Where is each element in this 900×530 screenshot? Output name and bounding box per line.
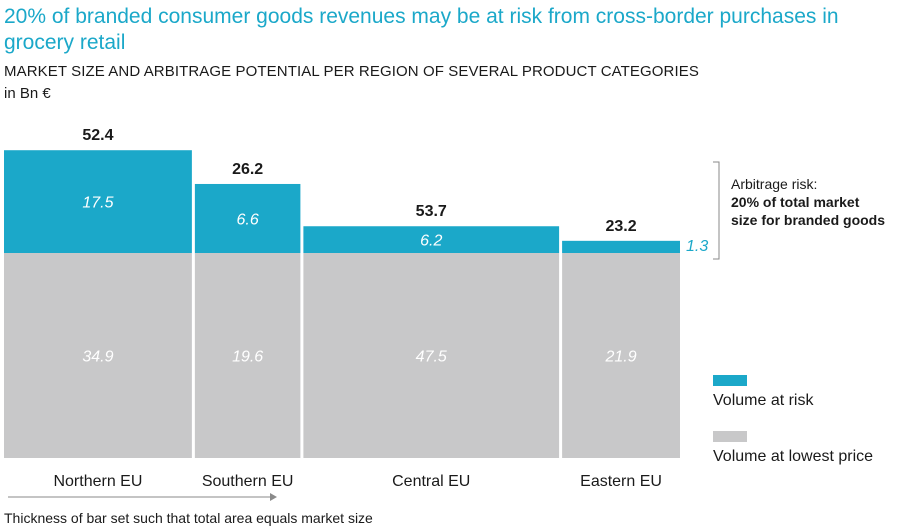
- chart-title: 20% of branded consumer goods revenues m…: [4, 5, 839, 54]
- lowest-price-value-label: 47.5: [416, 349, 447, 366]
- chart-units: in Bn €: [4, 85, 51, 102]
- bar-lowest-price-segment: [303, 253, 560, 458]
- total-value-label: 52.4: [82, 127, 113, 144]
- legend-label-at-risk: Volume at risk: [713, 392, 814, 409]
- annotation-line-3: size for branded goods: [731, 212, 885, 228]
- at-risk-value-label: 6.2: [420, 233, 442, 250]
- chart-footnote: Thickness of bar set such that total are…: [4, 510, 373, 526]
- at-risk-value-label: 1.3: [686, 238, 708, 255]
- width-axis-arrow-head: [270, 493, 277, 501]
- lowest-price-value-label: 21.9: [604, 349, 636, 366]
- bar-at-risk-segment: [562, 240, 680, 253]
- category-label: Central EU: [392, 473, 470, 490]
- total-value-label: 26.2: [232, 161, 263, 178]
- bar-lowest-price-segment: [4, 253, 192, 458]
- at-risk-value-label: 17.5: [82, 195, 113, 212]
- annotation-line-1: Arbitrage risk:: [731, 176, 817, 192]
- chart-subtitle: MARKET SIZE AND ARBITRAGE POTENTIAL PER …: [4, 63, 699, 80]
- total-value-label: 23.2: [605, 218, 636, 235]
- bar-at-risk-segment: [4, 150, 192, 253]
- legend-swatch-at-risk: [713, 375, 747, 386]
- lowest-price-value-label: 19.6: [232, 349, 263, 366]
- bar-at-risk-segment: [194, 183, 301, 253]
- annotation-line-2: 20% of total market: [731, 194, 860, 210]
- category-label: Northern EU: [53, 473, 142, 490]
- bar-lowest-price-segment: [562, 253, 680, 458]
- category-label: Eastern EU: [580, 473, 662, 490]
- bar-at-risk-segment: [303, 226, 560, 253]
- lowest-price-value-label: 34.9: [82, 349, 113, 366]
- total-value-label: 53.7: [416, 203, 447, 220]
- bar-lowest-price-segment: [194, 253, 301, 458]
- legend-swatch-lowest-price: [713, 431, 747, 442]
- category-label: Southern EU: [202, 473, 294, 490]
- legend-label-lowest-price: Volume at lowest price: [713, 448, 873, 465]
- arbitrage-bracket: [713, 161, 720, 260]
- at-risk-value-label: 6.6: [237, 211, 259, 228]
